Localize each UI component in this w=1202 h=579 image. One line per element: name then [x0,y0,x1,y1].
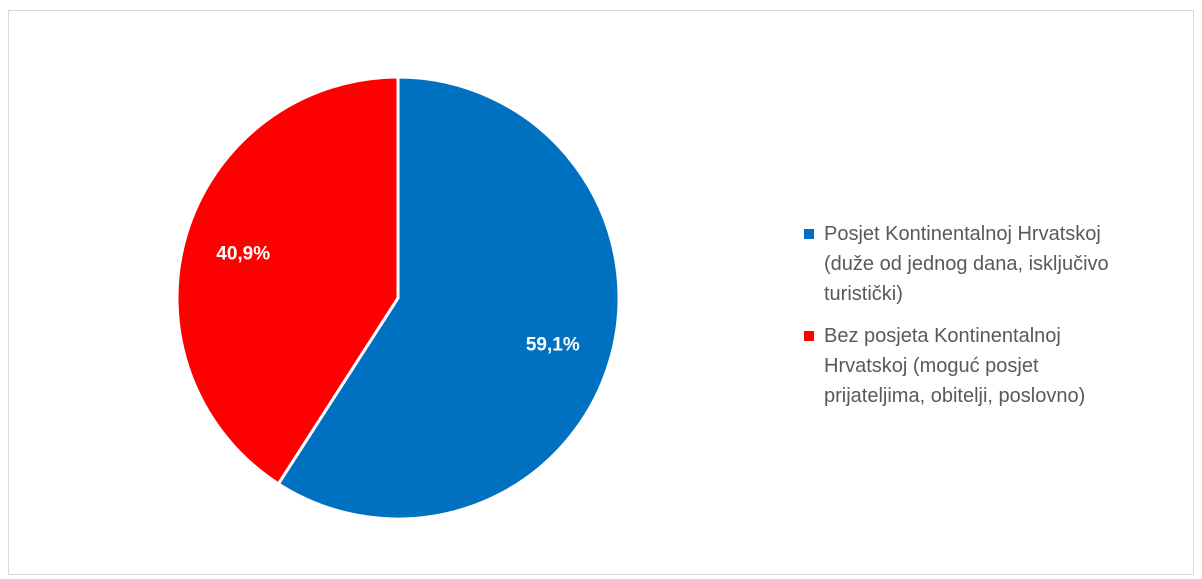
legend-label-visit: Posjet Kontinentalnoj Hrvatskoj (duže od… [824,223,1109,305]
legend-item-no-visit: Bez posjeta Kontinentalnoj Hrvatskoj (mo… [804,321,1194,411]
pie-slice-visit [276,75,621,521]
pie-slice-no-visit [175,75,400,486]
legend-swatch-visit [804,229,814,239]
data-label-no-visit: 40,9% [216,244,270,265]
legend-swatch-no-visit [804,331,814,341]
legend-item-visit: Posjet Kontinentalnoj Hrvatskoj (duže od… [804,219,1194,309]
legend: Posjet Kontinentalnoj Hrvatskoj (duže od… [804,219,1194,423]
data-label-visit: 59,1% [526,334,580,355]
legend-label-no-visit: Bez posjeta Kontinentalnoj Hrvatskoj (mo… [824,325,1086,407]
